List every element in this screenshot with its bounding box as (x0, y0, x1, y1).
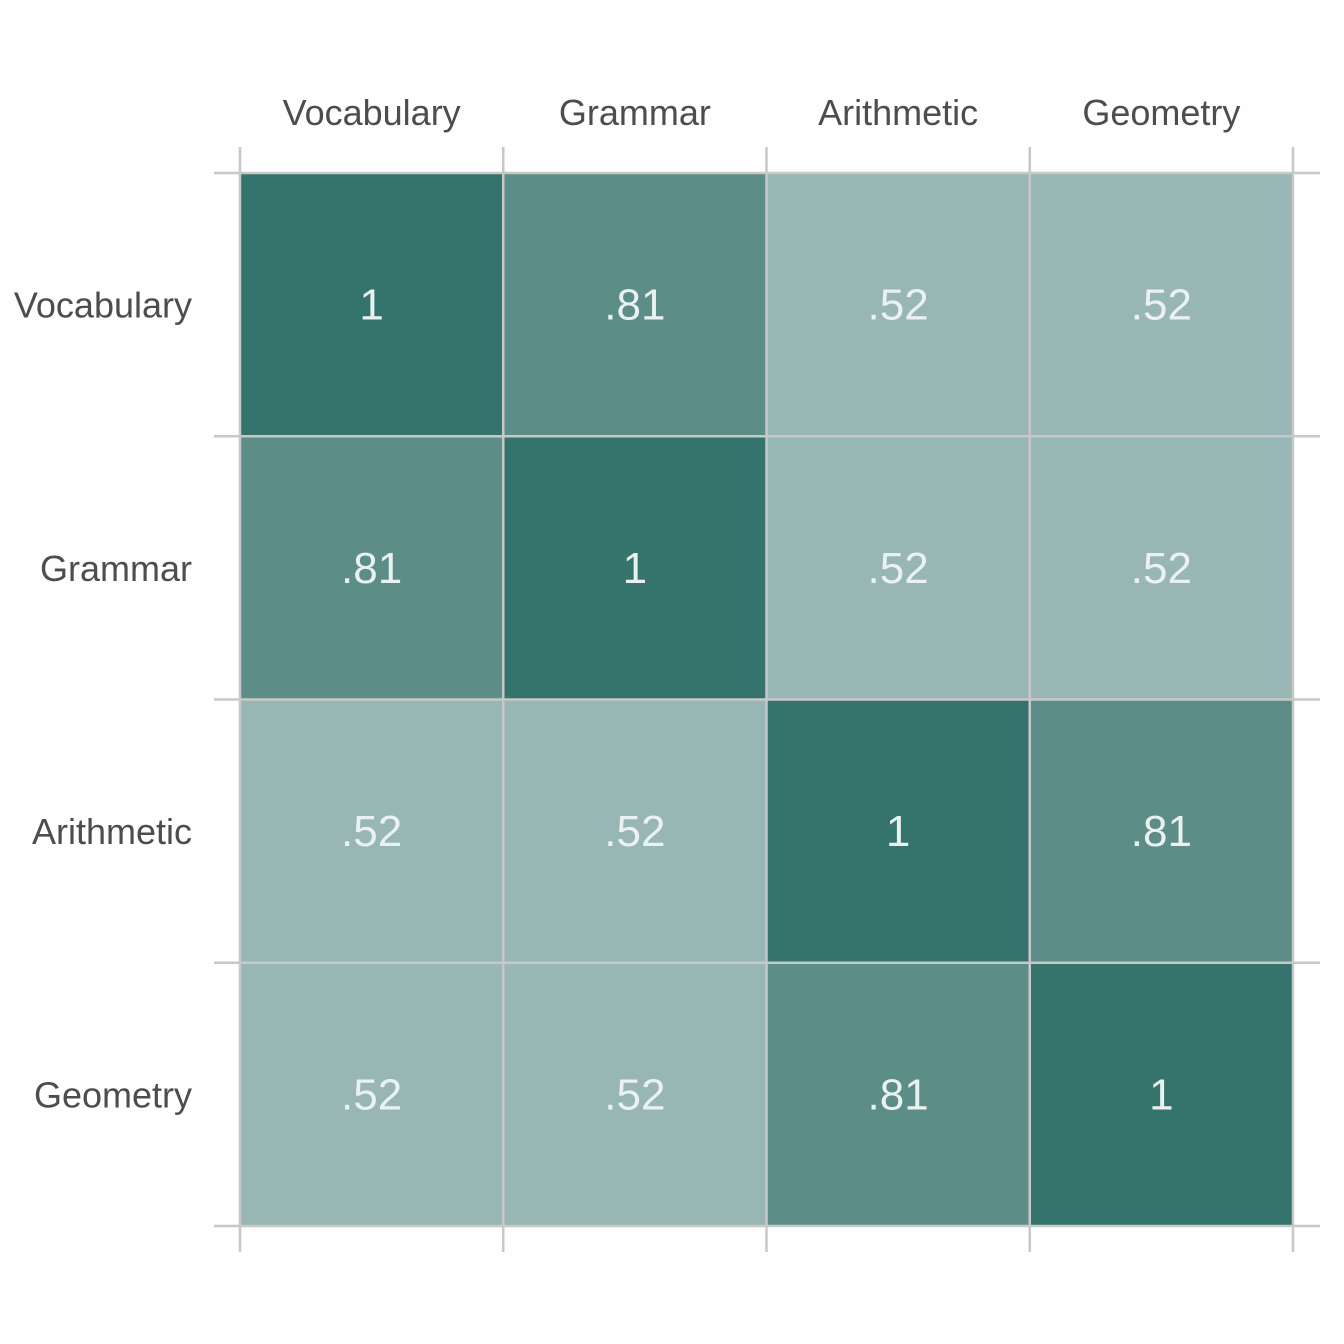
heatmap-cell (240, 699, 504, 963)
cell-value-label: .52 (868, 281, 929, 330)
heatmap-cell (503, 436, 767, 700)
cell-value-label: .81 (341, 544, 402, 593)
labels-layer: 1 .81 .52 .52 .81 1 .52 .52 .52 .52 1 .81 .52 .52 .81 1… (14, 92, 1241, 1119)
heatmap-cell (1029, 962, 1293, 1226)
cell-value-label: .81 (1131, 807, 1192, 856)
y-axis-tick-label: Grammar (40, 548, 192, 589)
y-axis-tick-label: Vocabulary (14, 285, 192, 326)
heatmap-cell (766, 962, 1030, 1226)
cell-value-label: .52 (1131, 281, 1192, 330)
heatmap-cell (1029, 699, 1293, 963)
cells-layer (240, 173, 1293, 1226)
cell-value-label: .81 (604, 281, 665, 330)
x-axis-tick-label: Grammar (559, 92, 711, 133)
cell-value-label: .52 (341, 1070, 402, 1119)
cell-value-label: .52 (868, 544, 929, 593)
cell-value-label: .52 (341, 807, 402, 856)
grid-layer (214, 147, 1320, 1252)
y-axis-tick-label: Arithmetic (32, 811, 192, 852)
heatmap-cell (503, 699, 767, 963)
heatmap-cell (766, 699, 1030, 963)
cell-value-label: 1 (1149, 1070, 1173, 1119)
heatmap-cell (503, 173, 767, 437)
cell-value-label: 1 (359, 281, 383, 330)
cell-value-label: 1 (623, 544, 647, 593)
cell-value-label: 1 (886, 807, 910, 856)
heatmap-cell (1029, 173, 1293, 437)
heatmap-cell (766, 173, 1030, 437)
heatmap-cell (503, 962, 767, 1226)
y-axis-tick-label: Geometry (34, 1074, 192, 1115)
heatmap-cell (1029, 436, 1293, 700)
x-axis-tick-label: Geometry (1082, 92, 1240, 133)
x-axis-tick-label: Arithmetic (818, 92, 978, 133)
heatmap-cell (766, 436, 1030, 700)
cell-value-label: .52 (604, 1070, 665, 1119)
heatmap-cell (240, 173, 504, 437)
heatmap-cell (240, 962, 504, 1226)
cell-value-label: .81 (868, 1070, 929, 1119)
heatmap-cell (240, 436, 504, 700)
x-axis-tick-label: Vocabulary (283, 92, 461, 133)
cell-value-label: .52 (604, 807, 665, 856)
cell-value-label: .52 (1131, 544, 1192, 593)
